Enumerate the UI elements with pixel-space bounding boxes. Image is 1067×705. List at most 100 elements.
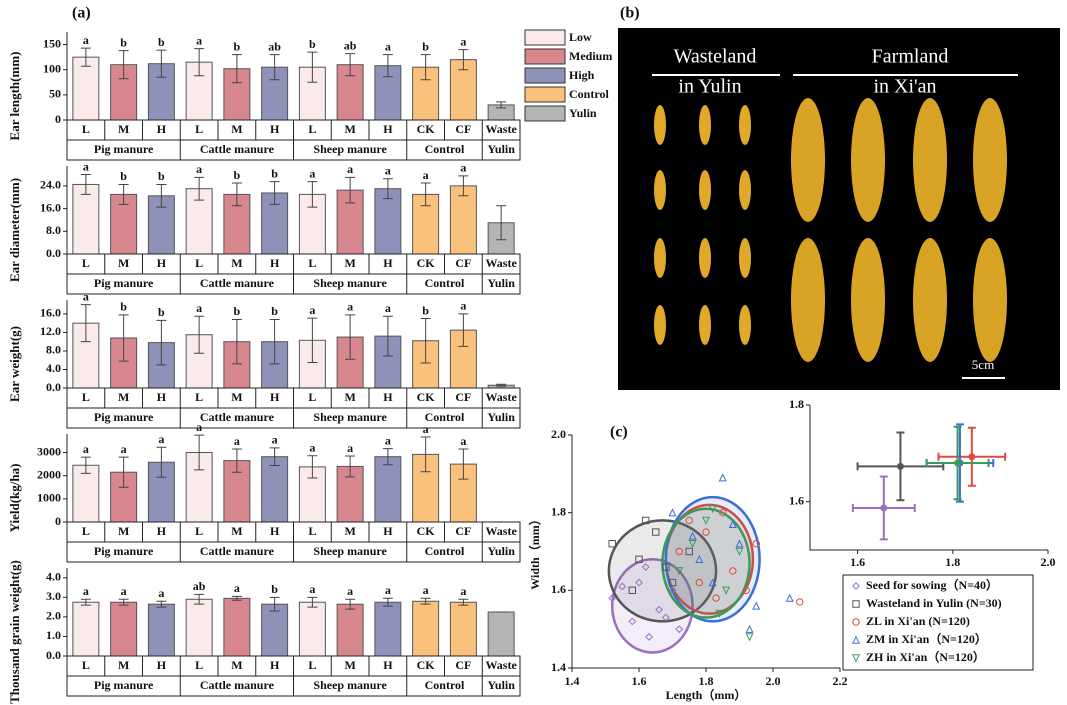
x-tick-label: Waste — [485, 390, 517, 404]
error-bar — [496, 383, 507, 387]
x-tick-label: CF — [455, 390, 471, 404]
x-tick-label: L — [308, 390, 316, 404]
significance-letter: a — [309, 303, 315, 317]
error-bar — [382, 54, 393, 78]
legend-marker — [852, 582, 860, 590]
x-tick-label: L — [308, 658, 316, 672]
point — [752, 540, 760, 548]
millet-ear — [791, 238, 825, 362]
x-tick-label: CK — [417, 122, 436, 136]
significance-letter: a — [460, 584, 466, 598]
group-label: Yulin — [487, 410, 515, 424]
group-label: Pig manure — [94, 410, 154, 424]
legend-label: Control — [569, 87, 609, 101]
x-tick-label: M — [118, 122, 129, 136]
error-bar — [118, 598, 129, 606]
x-tick-label: H — [157, 524, 167, 538]
millet-ear — [699, 170, 711, 210]
bar — [110, 601, 138, 657]
significance-letter: a — [158, 586, 164, 600]
millet-ear — [699, 105, 711, 145]
error-bar — [307, 181, 318, 208]
significance-letter: b — [158, 35, 165, 49]
group-label: Control — [425, 410, 465, 424]
error-bar — [458, 313, 469, 347]
error-bar — [382, 315, 393, 357]
significance-letter: b — [120, 169, 127, 183]
error-bar — [194, 434, 205, 471]
point — [668, 586, 677, 595]
error-bar — [269, 318, 280, 365]
group-label: Pig manure — [94, 276, 154, 290]
error-bar — [382, 597, 393, 607]
group-label: Control — [425, 142, 465, 156]
error-bar — [458, 175, 469, 197]
error-bar — [80, 174, 91, 195]
significance-letter: a — [196, 301, 202, 315]
x-tick-label: CF — [455, 658, 471, 672]
y-tick-label: 3000 — [37, 444, 61, 458]
point — [742, 586, 750, 594]
y-tick-label: 2000 — [37, 467, 61, 481]
millet-ear — [699, 305, 711, 345]
point — [662, 563, 670, 571]
x-tick-label: M — [344, 524, 355, 538]
legend-swatch — [524, 86, 566, 103]
significance-letter: a — [385, 301, 391, 315]
millet-ear — [913, 98, 947, 222]
photo-title: Wasteland — [674, 46, 757, 68]
significance-letter: a — [309, 166, 315, 180]
inset-axes — [809, 405, 1048, 551]
x-tick-label: M — [231, 390, 242, 404]
x-tick-label: M — [118, 256, 129, 270]
x-tick-label: 2.2 — [833, 674, 848, 688]
significance-letter: b — [234, 168, 241, 182]
point — [701, 516, 711, 525]
legend-label: Seed for sowing（N=40） — [866, 577, 998, 592]
mean-point — [954, 459, 962, 467]
error-bar — [458, 598, 469, 606]
legend-swatch — [524, 29, 566, 46]
x-tick-label: Waste — [485, 256, 517, 270]
error-bar — [269, 596, 280, 612]
panel-label: (a) — [72, 5, 91, 22]
significance-letter: b — [158, 305, 165, 319]
point — [796, 598, 804, 606]
y-axis-title: Width（mm） — [527, 513, 542, 589]
significance-letter: a — [385, 433, 391, 447]
y-tick-label: 1.0 — [46, 628, 61, 642]
significance-letter: a — [385, 164, 391, 178]
x-tick-label: L — [308, 524, 316, 538]
y-tick-label: 3.0 — [46, 589, 61, 603]
point — [785, 593, 794, 602]
x-tick-label: H — [270, 658, 280, 672]
bar — [374, 456, 402, 523]
millet-ear — [913, 238, 947, 362]
significance-letter: ab — [268, 39, 281, 53]
legend-label: Wasteland in Yulin (N=30) — [866, 596, 1002, 610]
confidence-ellipse — [664, 495, 761, 623]
millet-ear — [739, 105, 751, 145]
x-tick-label: Waste — [485, 658, 517, 672]
significance-letter: a — [196, 162, 202, 176]
point — [655, 605, 664, 614]
point — [685, 547, 693, 556]
x-tick-label: CK — [417, 658, 436, 672]
y-tick-label: 0.0 — [46, 246, 61, 260]
millet-ear — [699, 238, 711, 278]
group-label: Yulin — [487, 678, 515, 692]
bar — [185, 598, 213, 657]
significance-letter: a — [158, 432, 164, 446]
error-bar — [194, 315, 205, 354]
error-bar — [80, 456, 91, 474]
x-tick-label: H — [270, 524, 280, 538]
significance-letter: b — [234, 39, 241, 53]
significance-letter: a — [347, 162, 353, 176]
error-bar — [194, 593, 205, 605]
point — [652, 528, 660, 536]
point — [608, 540, 616, 548]
photo-title: in Yulin — [678, 76, 741, 98]
y-tick-label: 1.6 — [551, 582, 566, 596]
error-bar — [118, 183, 129, 205]
bar — [487, 611, 515, 657]
